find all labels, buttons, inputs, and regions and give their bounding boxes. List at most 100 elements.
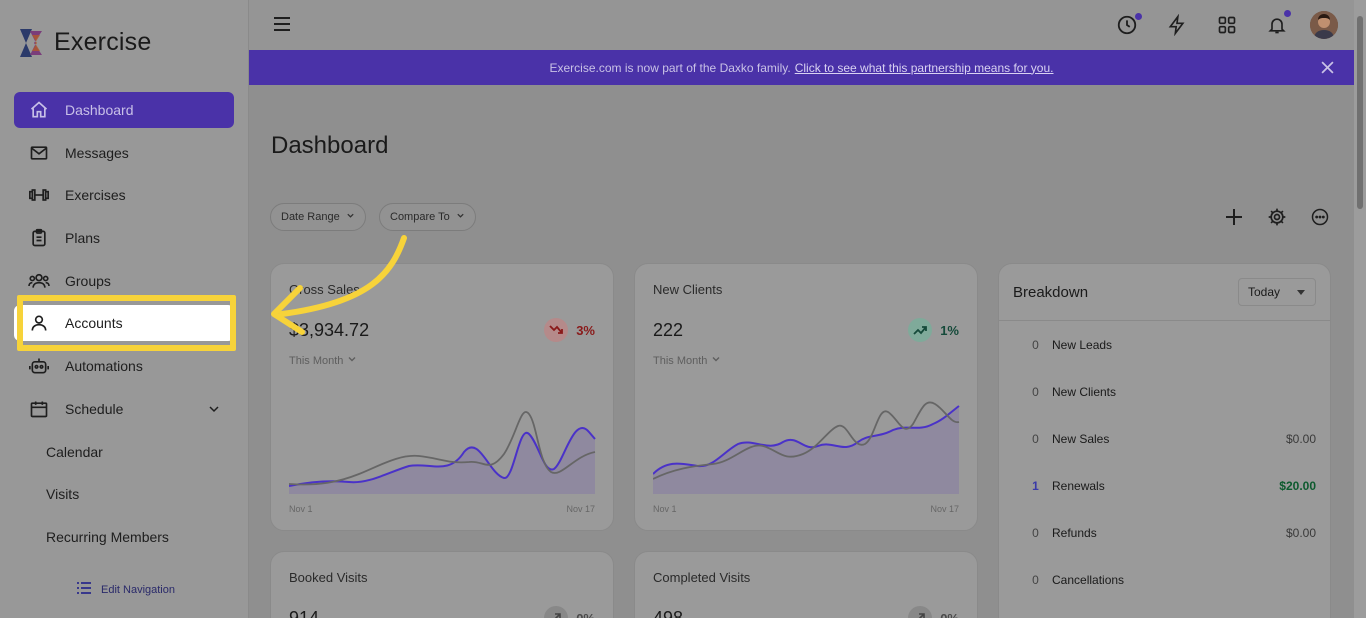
- card-value: 914: [289, 608, 320, 618]
- apps-grid-icon[interactable]: [1202, 10, 1252, 40]
- period-label: This Month: [289, 354, 344, 367]
- breakdown-label: Cancellations: [1052, 572, 1125, 587]
- trend-down-icon: [544, 318, 569, 342]
- banner-link[interactable]: Click to see what this partnership means…: [794, 60, 1054, 75]
- date-range-label: Date Range: [281, 211, 340, 223]
- x-axis-start: Nov 1: [289, 504, 313, 514]
- booked-visits-card[interactable]: Booked Visits 914 0%: [270, 551, 614, 618]
- change-badge: 0%: [544, 606, 595, 618]
- edit-navigation-button[interactable]: Edit Navigation: [76, 581, 175, 598]
- page-scrollbar[interactable]: [1354, 0, 1366, 618]
- notification-dot: [1284, 10, 1291, 17]
- sidebar-item-groups[interactable]: Groups: [14, 263, 234, 299]
- app-logo[interactable]: Exercise: [18, 28, 151, 57]
- announcement-banner: Exercise.com is now part of the Daxko fa…: [249, 50, 1354, 85]
- change-value: 0%: [940, 610, 959, 618]
- sidebar-item-label: Automations: [65, 358, 143, 375]
- lightning-icon[interactable]: [1152, 10, 1202, 40]
- breakdown-count: 0: [1032, 525, 1039, 540]
- sidebar-item-label: Groups: [65, 272, 111, 289]
- breakdown-panel: Breakdown Today 0 New Leads 0 New Client…: [998, 263, 1331, 618]
- change-badge: 0%: [908, 606, 959, 618]
- breakdown-label: New Leads: [1052, 337, 1113, 352]
- breakdown-row[interactable]: 1 Renewals $20.00: [999, 462, 1330, 509]
- caret-down-icon: [1297, 290, 1305, 295]
- history-clock-icon[interactable]: [1102, 10, 1152, 40]
- sidebar-item-automations[interactable]: Automations: [14, 348, 234, 384]
- card-value: 222: [653, 320, 684, 340]
- list-icon: [76, 581, 92, 598]
- close-icon[interactable]: [1321, 61, 1334, 77]
- dashboard-tools: [1212, 205, 1341, 229]
- breakdown-row[interactable]: 0 New Clients: [999, 368, 1330, 415]
- clipboard-icon: [28, 227, 50, 249]
- sidebar-item-label: Dashboard: [65, 102, 134, 118]
- page-title: Dashboard: [271, 132, 389, 159]
- plus-icon[interactable]: [1212, 205, 1255, 229]
- x-axis-start: Nov 1: [653, 504, 677, 514]
- more-options-icon[interactable]: [1298, 205, 1341, 229]
- sidebar-subitem-recurring-members[interactable]: Recurring Members: [14, 519, 234, 555]
- new-clients-card[interactable]: New Clients 222 1% This Month Nov 1 Nov …: [634, 263, 978, 531]
- scrollbar-thumb[interactable]: [1357, 16, 1363, 209]
- chevron-down-icon[interactable]: [208, 402, 220, 418]
- sidebar-item-exercises[interactable]: Exercises: [14, 177, 234, 213]
- top-bar-actions: [1102, 10, 1338, 40]
- date-range-filter[interactable]: Date Range: [270, 203, 366, 231]
- breakdown-label: Refunds: [1052, 525, 1097, 540]
- card-title: New Clients: [653, 282, 723, 297]
- sidebar-item-accounts[interactable]: Accounts: [14, 305, 234, 342]
- hamburger-menu-icon[interactable]: [273, 16, 291, 37]
- breakdown-period-value: Today: [1248, 285, 1281, 299]
- gear-icon[interactable]: [1255, 205, 1298, 229]
- sidebar-subitem-visits[interactable]: Visits: [14, 476, 234, 512]
- compare-to-label: Compare To: [390, 211, 450, 223]
- trend-up-icon: [544, 606, 569, 618]
- sidebar-subitem-label: Visits: [46, 486, 80, 503]
- breakdown-count: 0: [1032, 572, 1039, 587]
- trend-up-icon: [908, 318, 933, 342]
- x-axis-end: Nov 17: [566, 504, 595, 514]
- sidebar-item-label: Plans: [65, 230, 101, 247]
- notification-dot: [1135, 13, 1142, 20]
- breakdown-period-select[interactable]: Today: [1238, 278, 1316, 306]
- change-value: 3%: [576, 322, 595, 338]
- breakdown-row[interactable]: 0 Refunds $0.00: [999, 509, 1330, 556]
- chevron-down-icon: [347, 354, 357, 367]
- user-avatar[interactable]: [1310, 11, 1338, 39]
- trend-up-icon: [908, 606, 933, 618]
- edit-navigation-label: Edit Navigation: [101, 583, 175, 596]
- robot-icon: [28, 355, 50, 377]
- change-badge: 3%: [544, 318, 595, 342]
- sidebar-item-label: Schedule: [65, 400, 124, 417]
- compare-to-filter[interactable]: Compare To: [379, 203, 476, 231]
- period-selector[interactable]: This Month: [289, 354, 357, 367]
- period-label: This Month: [653, 354, 708, 367]
- card-title: Gross Sales: [289, 282, 360, 297]
- sidebar-subitem-calendar[interactable]: Calendar: [14, 434, 234, 470]
- bell-icon[interactable]: [1252, 10, 1302, 40]
- home-icon: [28, 99, 50, 121]
- period-selector[interactable]: This Month: [653, 354, 721, 367]
- sidebar-item-schedule[interactable]: Schedule: [14, 391, 234, 427]
- breakdown-row[interactable]: 0 Cancellations: [999, 556, 1330, 603]
- sidebar-item-plans[interactable]: Plans: [14, 220, 234, 256]
- pointer-arrow-icon: [271, 235, 407, 335]
- chevron-down-icon: [711, 354, 721, 367]
- breakdown-row[interactable]: 0 New Sales $0.00: [999, 415, 1330, 462]
- chevron-down-icon: [456, 211, 465, 223]
- breakdown-label: New Clients: [1052, 384, 1117, 399]
- sidebar-subitem-label: Calendar: [46, 443, 103, 460]
- completed-visits-card[interactable]: Completed Visits 498 0%: [634, 551, 978, 618]
- change-badge: 1%: [908, 318, 959, 342]
- breakdown-amount: $0.00: [1285, 525, 1316, 540]
- users-icon: [28, 270, 50, 292]
- breakdown-amount: $20.00: [1279, 478, 1316, 493]
- sidebar-item-dashboard[interactable]: Dashboard: [14, 92, 234, 128]
- top-bar: [249, 0, 1354, 50]
- breakdown-count: 0: [1032, 431, 1039, 446]
- breakdown-count: 1: [1032, 478, 1039, 493]
- breakdown-row[interactable]: 0 New Leads: [999, 321, 1330, 368]
- sidebar-item-messages[interactable]: Messages: [14, 135, 234, 171]
- card-title: Booked Visits: [289, 570, 368, 585]
